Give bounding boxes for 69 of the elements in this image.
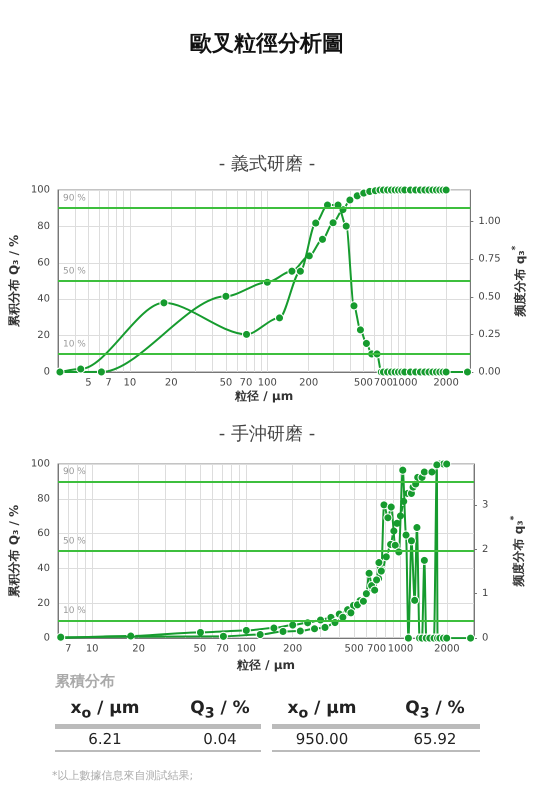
x-tick-label: 50 bbox=[194, 644, 206, 655]
ref-line-label: 90 % bbox=[62, 194, 86, 204]
text: 6.21 bbox=[87, 730, 123, 748]
y-tick-label: 60 bbox=[37, 528, 50, 540]
y-tick-label: 0 bbox=[44, 366, 50, 378]
x-tick-label: 500 bbox=[354, 378, 373, 388]
x-tick-label: 100 bbox=[258, 378, 277, 388]
x-tick-label: 700 bbox=[367, 644, 386, 655]
x-tick-label: 5 bbox=[85, 378, 92, 388]
text: x$_{o}$ / μm bbox=[286, 698, 358, 722]
y-tick-label: 40 bbox=[37, 294, 50, 305]
x-tick-label: 70 bbox=[216, 644, 229, 655]
x-tick-label: 20 bbox=[132, 644, 145, 655]
y2-tick-label: 0.50 bbox=[478, 291, 501, 302]
y-tick-label: 80 bbox=[37, 220, 50, 232]
text: 累積分布 bbox=[55, 672, 115, 691]
y2-tick-label: 2 bbox=[482, 544, 488, 555]
x-tick-label: 20 bbox=[164, 378, 178, 388]
x-tick-label: 700 bbox=[374, 378, 394, 388]
y2-tick-label: 3 bbox=[482, 499, 488, 510]
x-tick-label: 10 bbox=[86, 644, 99, 655]
x-axis-title: 粒径 / μm bbox=[236, 658, 296, 672]
x-tick-label: 200 bbox=[283, 644, 302, 655]
y2-axis-title: 频度分布 q₃* bbox=[511, 245, 527, 318]
x-axis-title: 粒径 / μm bbox=[234, 389, 294, 403]
text: Q$_{3}$ / % bbox=[404, 698, 466, 722]
y-axis-title: 累积分布 Q₃ / % bbox=[7, 234, 21, 328]
y2-tick-label: 0.75 bbox=[478, 254, 501, 265]
ref-line-label: 10 % bbox=[62, 606, 86, 616]
y-axis-title: 累积分布 Q₃ / % bbox=[7, 504, 21, 598]
text: Q$_{3}$ / % bbox=[189, 698, 251, 722]
y-tick-label: 20 bbox=[37, 598, 50, 609]
text: 65.92 bbox=[412, 730, 458, 748]
text: x$_{o}$ / μm bbox=[70, 698, 140, 722]
text: 0.04 bbox=[202, 730, 238, 748]
chart-subtitle: - 義式研磨 - bbox=[218, 154, 316, 174]
y2-tick-label: 0.00 bbox=[478, 366, 501, 378]
y2-tick-label: 1.00 bbox=[478, 216, 501, 228]
y-tick-label: 60 bbox=[37, 257, 50, 268]
ref-line-label: 90 % bbox=[62, 466, 86, 477]
x-tick-label: 1000 bbox=[388, 644, 414, 655]
x-tick-label: 1000 bbox=[392, 378, 418, 388]
x-tick-label: 50 bbox=[220, 378, 232, 388]
y-tick-label: 20 bbox=[37, 330, 50, 342]
text: 950.00 bbox=[294, 730, 350, 748]
x-tick-label: 500 bbox=[344, 644, 364, 655]
x-tick-label: 7 bbox=[105, 378, 112, 388]
y2-tick-label: 1 bbox=[482, 588, 488, 600]
chart-title: 歐叉粒徑分析圖 bbox=[190, 32, 344, 56]
y-tick-label: 40 bbox=[37, 562, 50, 574]
y2-axis-title: 频度分布 q₃* bbox=[510, 515, 526, 588]
chart-title: - 手沖研磨 - bbox=[218, 424, 316, 444]
x-tick-label: 100 bbox=[236, 644, 256, 655]
y2-tick-label: 0 bbox=[482, 632, 488, 644]
y-tick-label: 100 bbox=[30, 184, 50, 196]
y2-tick-label: 0.25 bbox=[478, 328, 501, 340]
text: *以上數據信息來自測試結果; bbox=[52, 768, 194, 783]
x-tick-label: 70 bbox=[240, 378, 252, 388]
y-tick-label: 100 bbox=[30, 458, 50, 470]
y-tick-label: 80 bbox=[37, 493, 50, 504]
x-tick-label: 10 bbox=[123, 378, 136, 388]
x-tick-label: 200 bbox=[299, 378, 318, 388]
ref-line-label: 50 % bbox=[62, 266, 86, 276]
y-tick-label: 0 bbox=[44, 632, 50, 644]
x-tick-label: 7 bbox=[65, 644, 72, 655]
ref-line-label: 50 % bbox=[62, 536, 86, 547]
ref-line-label: 10 % bbox=[62, 339, 86, 350]
x-tick-label: 2000 bbox=[434, 644, 460, 655]
x-tick-label: 2000 bbox=[433, 378, 459, 388]
